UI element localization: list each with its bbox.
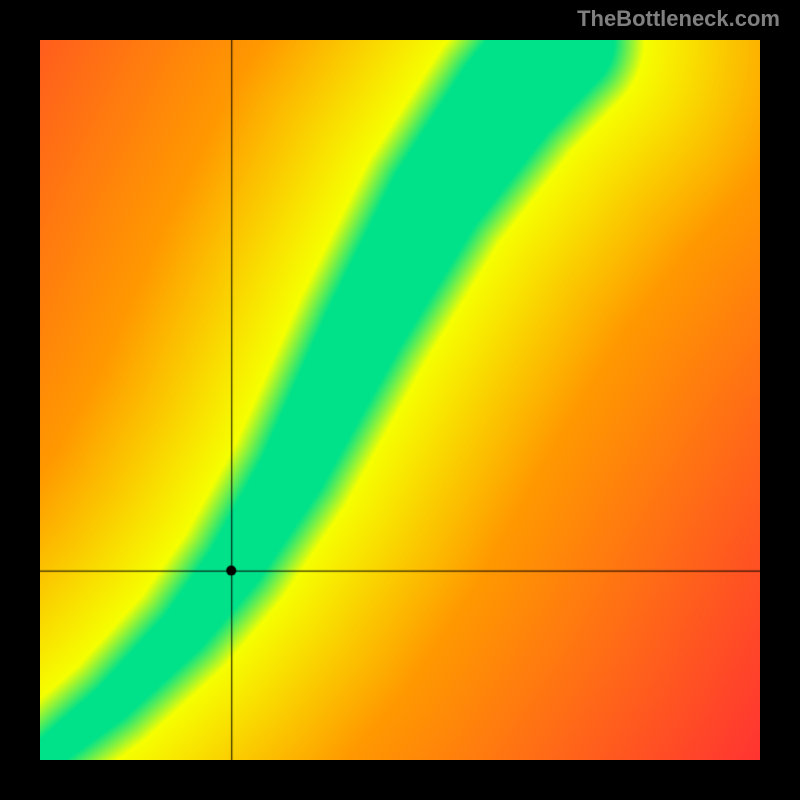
plot-area [40, 40, 760, 760]
chart-container: TheBottleneck.com [0, 0, 800, 800]
heatmap-canvas [40, 40, 760, 760]
watermark-text: TheBottleneck.com [577, 6, 780, 32]
